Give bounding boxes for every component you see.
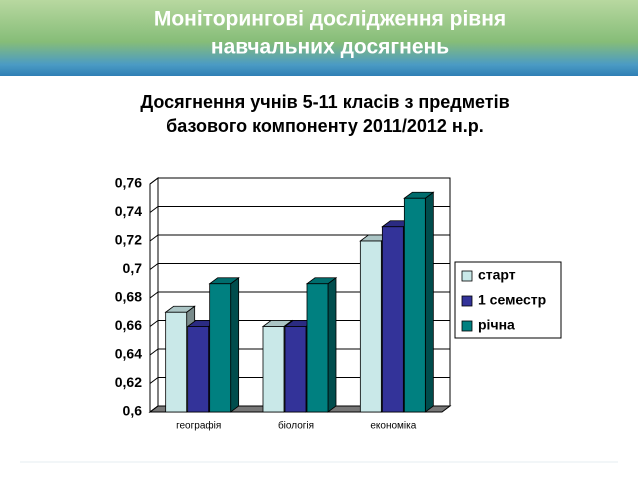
y-tick-label: 0,76 [115, 175, 142, 191]
grid-line-side [149, 377, 159, 384]
bar [359, 240, 382, 413]
y-tick-label: 0,66 [115, 317, 142, 333]
x-tick-label: економіка [370, 421, 416, 432]
legend-swatch [461, 295, 473, 307]
grid-line-side [149, 263, 159, 270]
bar-side [424, 191, 434, 413]
legend-swatch [461, 270, 473, 282]
grid-line-side [149, 320, 159, 327]
y-tick-label: 0,72 [115, 232, 142, 248]
x-tick-label: біологія [278, 420, 314, 432]
bar [306, 283, 329, 413]
y-tick-label: 0,64 [115, 346, 142, 362]
grid-line-side [149, 291, 159, 299]
y-tick-label: 0,68 [115, 289, 142, 305]
x-tick-label: географія [176, 420, 221, 432]
y-tick-label: 0,7 [123, 260, 143, 276]
legend-box [454, 261, 562, 339]
grid-line-side [149, 234, 159, 242]
bar [262, 326, 285, 413]
bar [165, 311, 188, 413]
bar-side [230, 276, 240, 413]
bar-side [327, 276, 337, 413]
grid-line-side [149, 177, 159, 185]
bar [403, 197, 426, 413]
bar [284, 326, 307, 413]
y-tick-label: 0,6 [123, 403, 143, 419]
bar [209, 283, 232, 413]
slide-title: навчальних досягнень [211, 36, 449, 59]
bar [187, 326, 210, 413]
y-tick-label: 0,62 [115, 374, 142, 390]
grid-line-side [149, 405, 159, 413]
slide-title: Моніторингові дослідження рівня [154, 8, 506, 31]
legend-swatch [461, 320, 473, 332]
y-tick-label: 0,74 [115, 203, 142, 219]
legend-label: 1 семестр [478, 292, 546, 308]
legend-label: річна [478, 317, 515, 333]
legend-label: старт [478, 267, 516, 283]
bar [381, 226, 404, 413]
chart-title: Досягнення учнів 5-11 класів з предметів [140, 92, 509, 112]
chart-title: базового компоненту 2011/2012 н.р. [166, 116, 484, 136]
grid-line-side [149, 348, 159, 356]
header-band [0, 0, 638, 76]
grid-line-side [149, 206, 159, 213]
